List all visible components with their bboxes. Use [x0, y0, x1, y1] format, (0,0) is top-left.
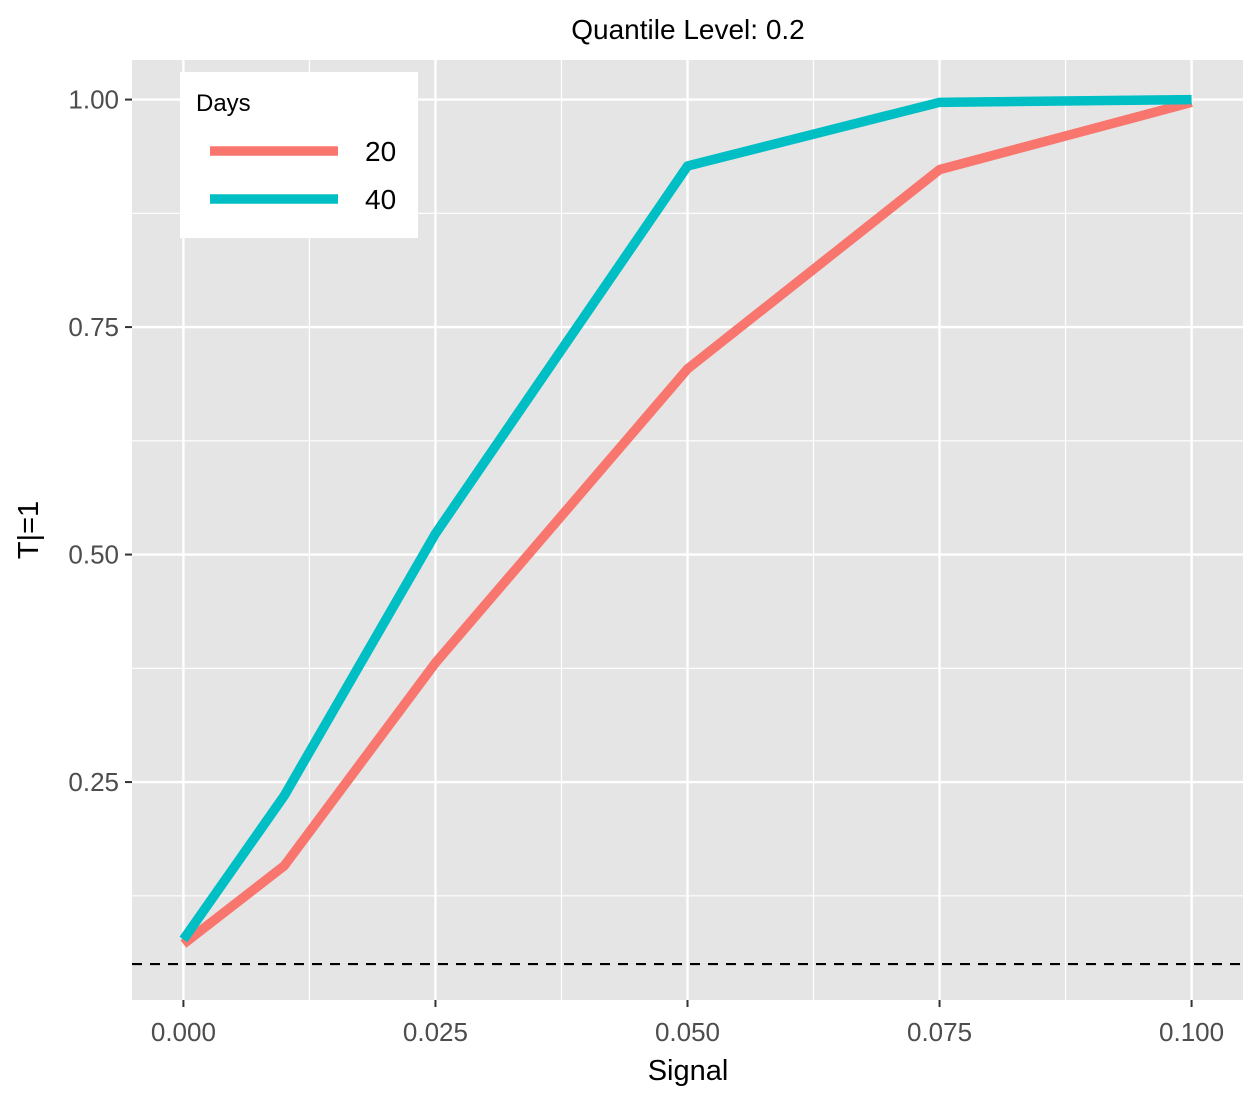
x-tick-label: 0.050: [655, 1017, 720, 1047]
y-axis-title: T|=1: [13, 501, 45, 559]
series-line-40: [179, 94, 1192, 943]
series-line-20: [180, 97, 1193, 948]
x-tick-label: 0.025: [403, 1017, 468, 1047]
series-layer: [179, 94, 1193, 948]
legend-label-20: 20: [365, 136, 396, 167]
legend-label-40: 40: [365, 184, 396, 215]
x-axis-title: Signal: [648, 1055, 729, 1087]
y-tick-label: 1.00: [68, 85, 119, 115]
y-tick-label: 0.75: [68, 312, 119, 342]
y-tick-label: 0.50: [68, 540, 119, 570]
x-tick-label: 0.075: [907, 1017, 972, 1047]
x-tick-label: 0.100: [1159, 1017, 1224, 1047]
legend-title: Days: [196, 90, 251, 117]
chart-title: Quantile Level: 0.2: [571, 14, 805, 45]
y-axis: 0.25 0.50 0.75 1.00: [68, 85, 132, 797]
y-tick-label: 0.25: [68, 767, 119, 797]
x-tick-label: 0.000: [151, 1017, 216, 1047]
x-axis: 0.000 0.025 0.050 0.075 0.100: [151, 1000, 1224, 1047]
